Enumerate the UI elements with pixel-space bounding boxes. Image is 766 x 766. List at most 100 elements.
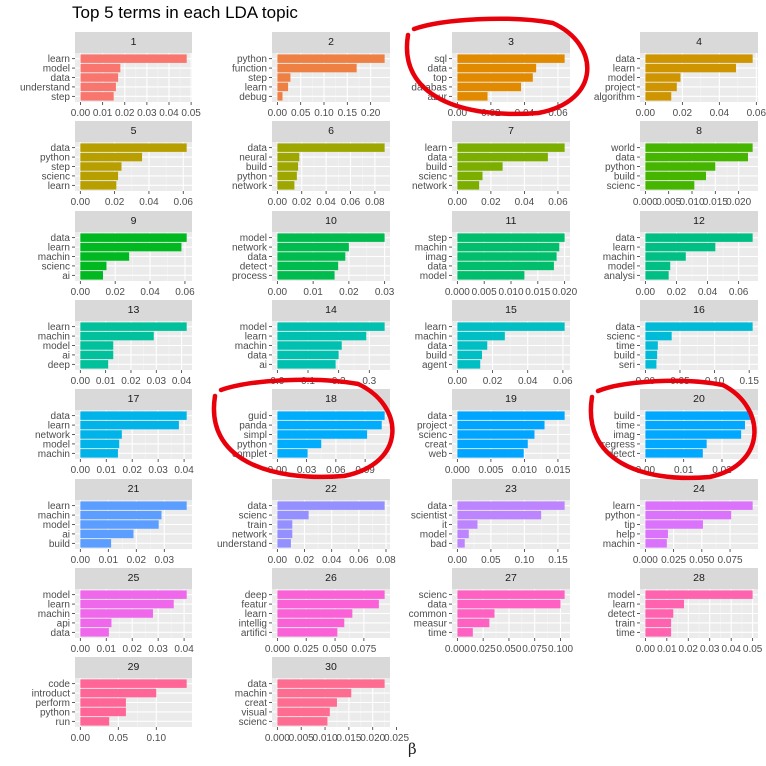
x-tick-label: 0.005: [472, 287, 497, 298]
term-label: common: [409, 609, 447, 620]
term-label: python: [237, 54, 267, 65]
x-tick-label: 0.075: [522, 644, 547, 655]
term-label: it: [442, 520, 447, 531]
x-tick-label: 0.00: [268, 108, 288, 119]
bar-web: [457, 449, 524, 458]
x-tick-label: 0.025: [294, 644, 319, 655]
term-label: learn: [48, 599, 70, 610]
bar-common: [457, 609, 495, 618]
term-label: learn: [48, 421, 70, 432]
x-tick-label: 0.02: [483, 376, 503, 387]
term-label: step: [51, 162, 70, 173]
term-label: model: [43, 341, 70, 352]
x-tick-label: 0.01: [303, 287, 323, 298]
x-tick-label: 0.025: [471, 644, 496, 655]
term-label: azur: [428, 92, 448, 103]
x-tick-label: 0.02: [115, 108, 135, 119]
x-tick-label: 0.00: [636, 376, 656, 387]
x-tick-label: 0.000: [445, 465, 470, 476]
term-label: data: [51, 143, 71, 154]
bar-learn: [80, 242, 182, 251]
facet-strip-label: 29: [75, 657, 192, 679]
x-tick-label: 0.010: [498, 287, 523, 298]
bar-scienc: [80, 261, 107, 270]
bar-step: [80, 92, 114, 101]
bar-ai: [80, 270, 103, 280]
term-label: understand: [217, 538, 267, 549]
x-tick-label: 0.050: [689, 555, 714, 566]
x-tick-label: 0.04: [172, 376, 192, 387]
x-tick-label: 0.015: [545, 465, 570, 476]
bar-data: [277, 350, 339, 360]
facet-strip-label: 14: [272, 299, 390, 321]
bar-sql: [457, 54, 565, 63]
bar-tip: [645, 519, 703, 529]
term-label: data: [428, 411, 448, 422]
bar-model: [80, 63, 121, 73]
x-tick-label: 0.03: [148, 644, 168, 655]
term-label: python: [40, 153, 70, 164]
facet-strip-label: 5: [75, 121, 192, 143]
bar-machin: [457, 331, 505, 341]
term-label: agent: [422, 360, 447, 371]
x-tick-label: 0.06: [349, 555, 369, 566]
x-tick-label: 0.02: [481, 197, 501, 208]
x-tick-label: 0.04: [721, 644, 741, 655]
term-label: model: [608, 590, 635, 601]
bar-network: [277, 181, 295, 190]
term-label: data: [51, 411, 71, 422]
facet-strip-label: 3: [452, 32, 570, 53]
term-label: algorithm: [594, 92, 635, 103]
bar-build: [645, 171, 706, 181]
x-tick-label: 0.06: [326, 465, 346, 476]
term-label: data: [428, 599, 448, 610]
bar-model: [645, 590, 753, 599]
term-label: imag: [425, 252, 447, 263]
term-label: build: [246, 162, 267, 173]
term-label: creat: [425, 440, 447, 451]
x-tick-label: 0.100: [548, 644, 573, 655]
x-tick-label: 0.03: [148, 465, 168, 476]
term-label: data: [428, 153, 448, 164]
term-label: introduct: [32, 689, 71, 700]
term-label: python: [605, 162, 635, 173]
bar-scientist: [457, 510, 542, 519]
term-label: detect: [608, 449, 635, 460]
x-tick-label: 0.02: [122, 644, 142, 655]
x-tick-label: 0.00: [71, 376, 91, 387]
bar-data: [457, 153, 548, 162]
x-tick-label: 0.04: [139, 197, 159, 208]
bar-time: [457, 627, 473, 637]
bar-data: [645, 153, 748, 162]
x-tick-label: 0.05: [291, 108, 311, 119]
x-tick-label: 0.15: [548, 555, 568, 566]
bar-python: [645, 162, 716, 172]
x-tick-label: 0.02: [712, 465, 732, 476]
bar-model: [457, 529, 469, 538]
term-label: scienc: [239, 510, 267, 521]
term-label: model: [240, 322, 267, 333]
bar-help: [645, 529, 668, 538]
x-tick-label: 0.00: [268, 555, 288, 566]
term-label: learn: [613, 599, 635, 610]
bar-train: [645, 618, 672, 627]
facet-strip-label: 27: [452, 567, 570, 589]
x-tick-label: 0.005: [478, 465, 503, 476]
term-label: model: [43, 440, 70, 451]
term-label: learn: [48, 54, 70, 65]
bar-perform: [80, 698, 126, 707]
x-tick-label: 0.15: [338, 108, 358, 119]
term-label: model: [43, 520, 70, 531]
term-label: machin: [415, 242, 447, 253]
term-label: data: [248, 252, 268, 263]
bar-intellig: [277, 618, 345, 627]
term-label: ai: [62, 270, 70, 281]
bar-visual: [277, 707, 330, 717]
term-label: network: [232, 181, 268, 192]
x-tick-label: 0.20: [361, 108, 381, 119]
x-tick-label: 0.03: [137, 108, 157, 119]
